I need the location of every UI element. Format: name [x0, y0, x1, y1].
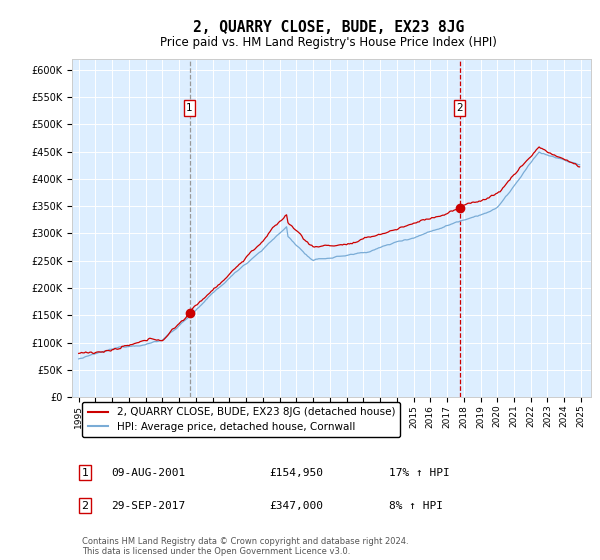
Text: £154,950: £154,950: [269, 468, 323, 478]
Text: 2: 2: [456, 103, 463, 113]
Text: Price paid vs. HM Land Registry's House Price Index (HPI): Price paid vs. HM Land Registry's House …: [160, 36, 497, 49]
Text: 17% ↑ HPI: 17% ↑ HPI: [389, 468, 449, 478]
Text: 09-AUG-2001: 09-AUG-2001: [111, 468, 185, 478]
Text: £347,000: £347,000: [269, 501, 323, 511]
Text: 1: 1: [82, 468, 88, 478]
Text: 29-SEP-2017: 29-SEP-2017: [111, 501, 185, 511]
Text: 1: 1: [186, 103, 193, 113]
Text: Contains HM Land Registry data © Crown copyright and database right 2024.
This d: Contains HM Land Registry data © Crown c…: [82, 537, 409, 557]
Text: 2: 2: [82, 501, 89, 511]
Text: 2, QUARRY CLOSE, BUDE, EX23 8JG: 2, QUARRY CLOSE, BUDE, EX23 8JG: [193, 20, 464, 35]
Text: 8% ↑ HPI: 8% ↑ HPI: [389, 501, 443, 511]
Legend: 2, QUARRY CLOSE, BUDE, EX23 8JG (detached house), HPI: Average price, detached h: 2, QUARRY CLOSE, BUDE, EX23 8JG (detache…: [82, 402, 400, 437]
